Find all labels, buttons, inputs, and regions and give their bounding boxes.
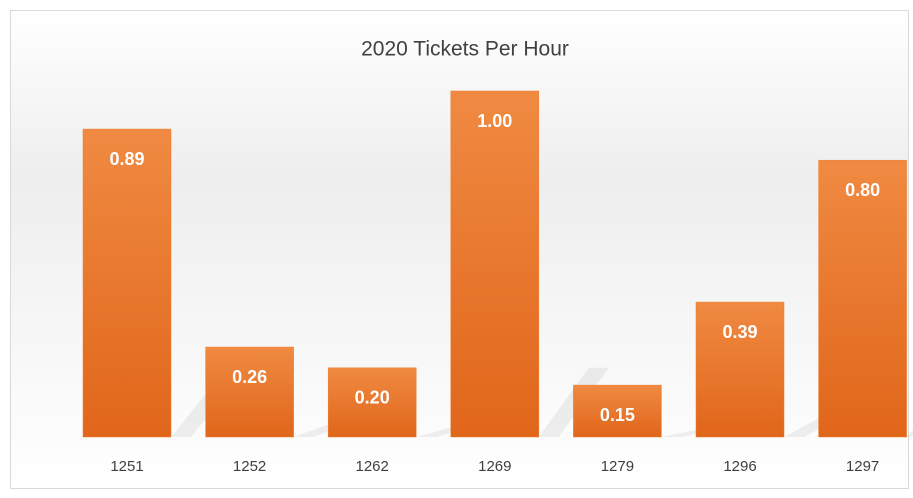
value-label: 0.26 — [232, 367, 267, 387]
chart-title: 2020 Tickets Per Hour — [361, 38, 569, 61]
x-tick-label: 1269 — [478, 458, 511, 475]
value-label: 0.20 — [355, 388, 390, 408]
bar — [573, 384, 662, 438]
x-tick-label: 1251 — [110, 458, 143, 475]
x-tick-label: 1252 — [233, 458, 266, 475]
bar — [695, 301, 785, 438]
x-tick-label: 1262 — [356, 458, 389, 475]
value-label: 0.89 — [109, 149, 144, 169]
value-label: 0.39 — [722, 322, 757, 342]
bar-shadow — [906, 429, 913, 437]
bar — [327, 367, 417, 438]
bar — [450, 90, 540, 438]
value-label: 1.00 — [477, 111, 512, 131]
bar — [818, 159, 907, 438]
bar — [205, 346, 294, 438]
bar — [82, 128, 172, 438]
value-label: 0.15 — [600, 405, 635, 425]
x-tick-label: 1297 — [846, 458, 879, 475]
value-label: 0.80 — [845, 180, 880, 200]
x-tick-label: 1296 — [723, 458, 756, 475]
x-tick-label: 1279 — [601, 458, 634, 475]
